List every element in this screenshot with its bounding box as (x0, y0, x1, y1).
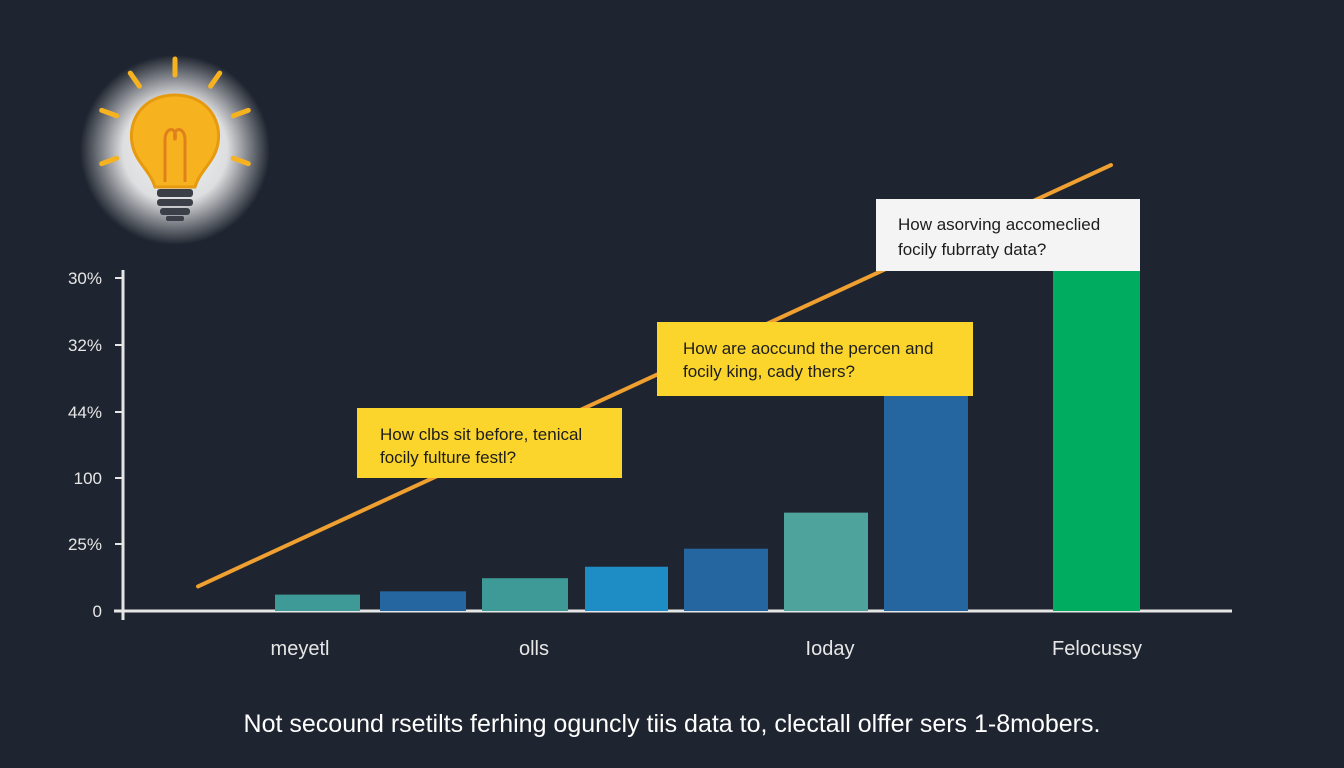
callout-text-line: How are aoccund the percen and (683, 339, 933, 358)
bulb-ray (208, 70, 223, 89)
callout-box: How clbs sit before, tenical focily fultu… (357, 408, 622, 478)
bulb-base (157, 189, 193, 197)
y-tick-label: 0 (93, 602, 102, 621)
x-tick-label: Felocussy (1052, 638, 1142, 660)
bar (784, 512, 868, 611)
bulb-filament (163, 128, 187, 182)
callout-text-line: focily fulture festl? (380, 448, 516, 467)
callout-text-line: How clbs sit before, tenical (380, 425, 582, 444)
callout-background (876, 199, 1140, 271)
bulb-ray (99, 155, 120, 167)
bar (585, 566, 668, 611)
bulb-ray (127, 70, 142, 89)
x-tick-label: meyetl (271, 638, 330, 660)
bar (275, 594, 360, 611)
chart-caption: Not secound rsetilts ferhing oguncly tii… (243, 710, 1101, 738)
callout-text-line: focily king, cady thers? (683, 362, 855, 381)
x-tick-labels: meyetl olls Ioday Felocussy (271, 638, 1142, 660)
y-tick-label: 25% (68, 535, 102, 554)
bar (1053, 270, 1140, 611)
bar (684, 548, 768, 611)
bars (275, 270, 1140, 611)
bar (884, 374, 968, 611)
callout-background (657, 322, 973, 396)
bulb-base (166, 216, 184, 221)
y-tick-label: 44% (68, 403, 102, 422)
callout-background (357, 408, 622, 478)
lightbulb-icon (80, 55, 270, 245)
bar (482, 578, 568, 611)
x-tick-label: olls (519, 638, 549, 660)
callout-text-line: How asorving accomeclied (898, 215, 1100, 234)
y-tick-labels: 30% 32% 44% 100 25% 0 (68, 269, 123, 621)
bar (380, 591, 466, 611)
y-tick-label: 100 (74, 469, 102, 488)
callout-box: How asorving accomeclied focily fubrraty … (876, 199, 1140, 271)
y-tick-label: 30% (68, 269, 102, 288)
callout-box: How are aoccund the percen and focily kin… (657, 322, 973, 396)
bulb-glass (129, 93, 221, 189)
x-tick-label: Ioday (806, 638, 855, 660)
bulb-base (160, 208, 190, 215)
callouts: How clbs sit before, tenical focily fultu… (357, 199, 1140, 478)
bulb-ray (230, 107, 251, 119)
bulb-base (157, 199, 193, 206)
bulb-ray (99, 107, 120, 119)
bulb-ray (230, 155, 251, 167)
y-tick-label: 32% (68, 336, 102, 355)
callout-text-line: focily fubrraty data? (898, 240, 1046, 259)
